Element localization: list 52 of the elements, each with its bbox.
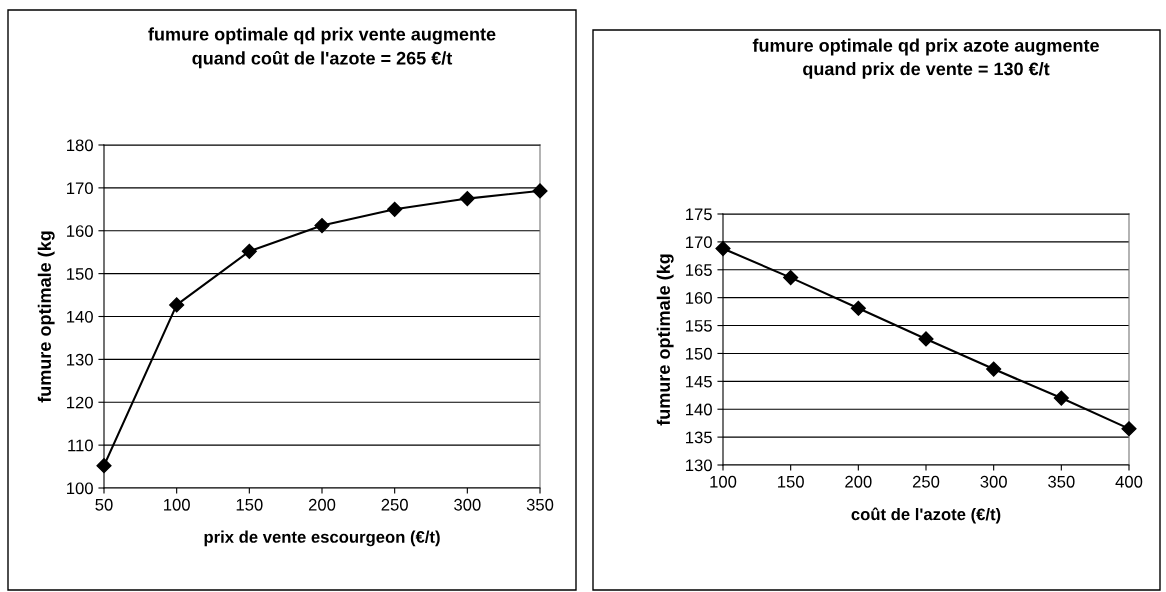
y-tick-label: 160 xyxy=(686,292,712,304)
x-tick-label: 250 xyxy=(381,498,408,511)
x-tick-label: 300 xyxy=(980,475,1007,488)
x-tick-label: 150 xyxy=(236,498,263,511)
x-tick-label: 300 xyxy=(454,498,481,511)
y-tick-label: 165 xyxy=(686,264,712,276)
point xyxy=(96,458,112,474)
y-tick-label: 130 xyxy=(67,353,93,366)
x-tick-label: 100 xyxy=(710,475,737,488)
point xyxy=(918,331,934,347)
y-tick-label: 150 xyxy=(67,268,93,280)
point xyxy=(1053,390,1069,406)
point xyxy=(241,243,257,259)
point xyxy=(314,218,330,234)
chart-title: fumure optimale qd prix azote augmente quand prix de vente = 130 €/t xyxy=(752,38,1099,79)
y-tick-label: 120 xyxy=(67,396,93,409)
x-axis-title: prix de vente escourgeon (€/t) xyxy=(204,530,440,547)
x-tick-label: 200 xyxy=(308,498,336,511)
point xyxy=(783,270,799,286)
point xyxy=(1121,421,1137,437)
point xyxy=(387,201,403,217)
point xyxy=(532,183,548,199)
point xyxy=(459,191,475,207)
y-axis-title: fumure optimale (kg xyxy=(37,231,55,403)
point xyxy=(169,297,185,313)
x-tick-label: 350 xyxy=(1048,475,1075,488)
x-tick-label: 150 xyxy=(778,475,804,488)
x-tick-label: 350 xyxy=(526,498,554,511)
x-tick-label: 400 xyxy=(1115,475,1143,488)
x-tick-label: 100 xyxy=(164,498,190,511)
x-tick-label: 200 xyxy=(845,475,872,488)
point xyxy=(715,241,731,257)
y-axis-title: fumure optimale (kg xyxy=(656,254,674,426)
y-tick-label: 155 xyxy=(686,320,712,332)
point xyxy=(850,300,866,316)
y-tick-label: 130 xyxy=(686,459,712,472)
y-tick-label: 150 xyxy=(686,347,712,360)
x-axis-title: coût de l'azote (€/t) xyxy=(851,507,1001,524)
y-tick-label: 170 xyxy=(686,236,712,249)
y-tick-label: 180 xyxy=(67,139,93,152)
chart-title: fumure optimale qd prix vente augmente quand coût de l'azote = 265 €/t xyxy=(148,27,496,69)
y-tick-label: 110 xyxy=(68,439,93,452)
x-tick-label: 50 xyxy=(95,498,113,511)
point xyxy=(986,361,1002,377)
y-tick-label: 145 xyxy=(686,375,712,388)
y-tick-label: 175 xyxy=(686,208,712,221)
y-tick-label: 140 xyxy=(686,403,712,416)
x-tick-label: 250 xyxy=(912,475,940,488)
y-tick-label: 160 xyxy=(67,225,93,237)
y-tick-label: 140 xyxy=(67,310,93,323)
y-tick-label: 135 xyxy=(686,431,712,444)
y-tick-label: 170 xyxy=(67,182,93,195)
